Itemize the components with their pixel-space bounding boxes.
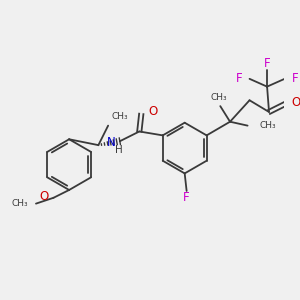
Text: F: F bbox=[183, 191, 190, 204]
Text: F: F bbox=[292, 72, 298, 85]
Text: F: F bbox=[236, 72, 243, 85]
Text: O: O bbox=[292, 96, 300, 109]
Text: N: N bbox=[107, 136, 116, 149]
Text: H: H bbox=[115, 145, 123, 155]
Text: CH₃: CH₃ bbox=[111, 112, 128, 122]
Text: CH₃: CH₃ bbox=[12, 199, 28, 208]
Text: F: F bbox=[264, 57, 270, 70]
Text: CH₃: CH₃ bbox=[259, 121, 276, 130]
Text: O: O bbox=[148, 106, 158, 118]
Text: CH₃: CH₃ bbox=[211, 93, 228, 102]
Text: O: O bbox=[39, 190, 49, 203]
